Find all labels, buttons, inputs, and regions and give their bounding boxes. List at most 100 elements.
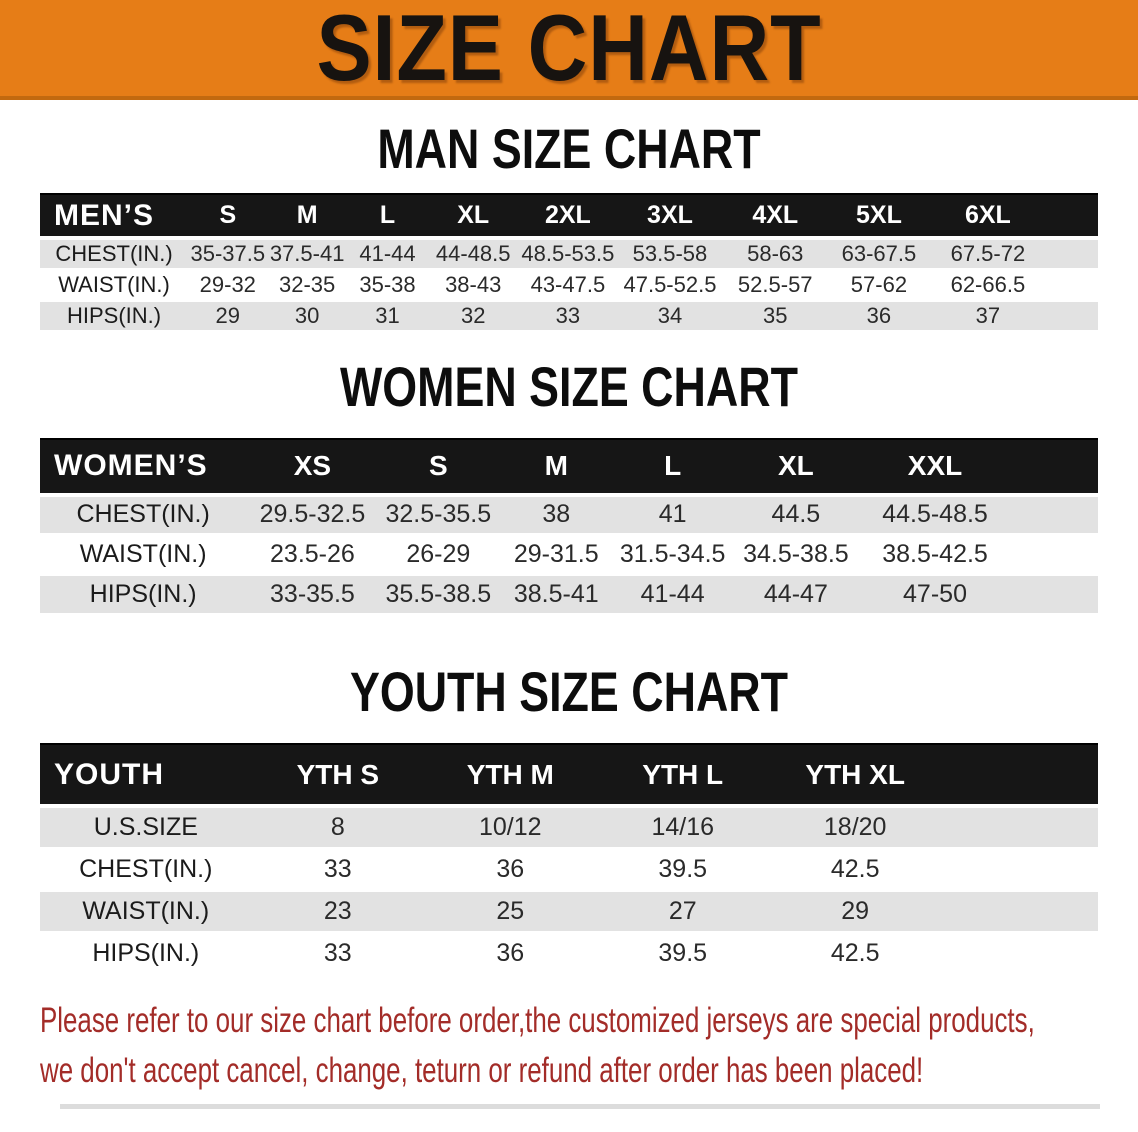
measurement-row: CHEST(IN.) 29.5-32.5 32.5-35.5 38 41 44.5 44.5… — [40, 494, 1098, 536]
table-header-row: YOUTH YTH S YTH M YTH L YTH XL — [40, 743, 1098, 808]
size-value-cell: 29.5-32.5 — [246, 494, 379, 536]
size-value-cell: 23 — [251, 890, 425, 934]
size-value-cell: 8 — [251, 806, 425, 850]
row-label: HIPS(IN.) — [40, 932, 252, 976]
table-title-cell: WOMEN’S — [40, 437, 247, 497]
measurement-row: CHEST(IN.) 35-37.5 37.5-41 41-44 44-48.5 48.5… — [40, 238, 1098, 271]
spacer-cell — [941, 848, 1098, 892]
size-value-cell: 25 — [424, 890, 597, 934]
size-column-header: 6XL — [929, 193, 1047, 240]
row-label: HIPS(IN.) — [40, 300, 189, 333]
table-header-row: WOMEN’S XS S M L XL XXL — [40, 437, 1098, 497]
size-value-cell: 36 — [828, 300, 930, 333]
size-column-header: 5XL — [828, 193, 930, 240]
size-column-header: XS — [246, 437, 379, 497]
youth-section-heading: YOUTH SIZE CHART — [349, 660, 789, 723]
spacer-cell — [941, 932, 1098, 976]
size-column-header: YTH M — [424, 743, 597, 808]
size-column-header: L — [614, 437, 731, 497]
size-value-cell: 48.5-53.5 — [518, 238, 618, 271]
size-value-cell: 47-50 — [860, 574, 1010, 616]
table-header-row: MEN’S S M L XL 2XL 3XL 4XL 5XL 6XL — [40, 193, 1098, 240]
size-value-cell: 30 — [267, 300, 347, 333]
size-value-cell: 43-47.5 — [518, 269, 618, 302]
spacer-cell — [1046, 238, 1098, 271]
size-value-cell: 42.5 — [768, 932, 942, 976]
size-value-cell: 29-31.5 — [498, 534, 615, 576]
size-value-cell: 41-44 — [346, 238, 429, 271]
size-value-cell: 26-29 — [378, 534, 499, 576]
size-value-cell: 67.5-72 — [929, 238, 1047, 271]
size-value-cell: 10/12 — [424, 806, 597, 850]
size-column-header: XL — [730, 437, 861, 497]
size-value-cell: 14/16 — [596, 806, 769, 850]
size-value-cell: 35-38 — [346, 269, 429, 302]
size-value-cell: 35-37.5 — [188, 238, 268, 271]
spacer-cell — [1046, 269, 1098, 302]
size-column-header: YTH XL — [768, 743, 942, 808]
spacer-cell — [1009, 437, 1098, 497]
size-column-header: 2XL — [518, 193, 618, 240]
size-value-cell: 38.5-42.5 — [860, 534, 1010, 576]
spacer-cell — [941, 890, 1098, 934]
size-value-cell: 41-44 — [614, 574, 731, 616]
measurement-row: HIPS(IN.) 33 36 39.5 42.5 — [40, 932, 1098, 976]
size-value-cell: 31 — [346, 300, 429, 333]
measurement-row: CHEST(IN.) 33 36 39.5 42.5 — [40, 848, 1098, 892]
spacer-cell — [1046, 193, 1098, 240]
size-column-header: S — [188, 193, 268, 240]
size-column-header: XXL — [860, 437, 1010, 497]
size-value-cell: 29 — [188, 300, 268, 333]
size-column-header: YTH S — [251, 743, 425, 808]
size-value-cell: 35.5-38.5 — [378, 574, 499, 616]
size-value-cell: 33 — [518, 300, 618, 333]
size-value-cell: 34 — [617, 300, 723, 333]
row-label: HIPS(IN.) — [40, 574, 247, 616]
size-column-header: YTH L — [596, 743, 769, 808]
row-label: WAIST(IN.) — [40, 269, 189, 302]
measurement-row: HIPS(IN.) 29 30 31 32 33 34 35 36 37 — [40, 300, 1098, 333]
size-value-cell: 27 — [596, 890, 769, 934]
size-column-header: 3XL — [617, 193, 723, 240]
size-value-cell: 42.5 — [768, 848, 942, 892]
size-value-cell: 41 — [614, 494, 731, 536]
size-value-cell: 38.5-41 — [498, 574, 615, 616]
measurement-row: U.S.SIZE 8 10/12 14/16 18/20 — [40, 806, 1098, 850]
size-value-cell: 31.5-34.5 — [614, 534, 731, 576]
size-value-cell: 58-63 — [722, 238, 829, 271]
size-value-cell: 33 — [251, 848, 425, 892]
size-value-cell: 33-35.5 — [246, 574, 379, 616]
table-title-cell: YOUTH — [40, 743, 252, 808]
size-value-cell: 37.5-41 — [267, 238, 347, 271]
men-section-heading: MAN SIZE CHART — [377, 117, 761, 180]
size-value-cell: 63-67.5 — [828, 238, 930, 271]
spacer-cell — [1009, 494, 1098, 536]
size-value-cell: 18/20 — [768, 806, 942, 850]
size-value-cell: 29-32 — [188, 269, 268, 302]
size-value-cell: 32.5-35.5 — [378, 494, 499, 536]
spacer-cell — [1009, 534, 1098, 576]
size-column-header: 4XL — [722, 193, 829, 240]
size-value-cell: 35 — [722, 300, 829, 333]
women-size-table: WOMEN’S XS S M L XL XXL CHEST(IN.) 29.5-32.5 32.5… — [40, 437, 1098, 616]
size-value-cell: 39.5 — [596, 932, 769, 976]
size-value-cell: 29 — [768, 890, 942, 934]
row-label: CHEST(IN.) — [40, 848, 252, 892]
size-value-cell: 38-43 — [428, 269, 519, 302]
size-chart-content: MAN SIZE CHART MEN’S S M L XL 2XL 3XL 4XL 5XL 6XL… — [0, 121, 1138, 1109]
row-label: CHEST(IN.) — [40, 494, 247, 536]
table-title-cell: MEN’S — [40, 193, 189, 240]
size-column-header: S — [378, 437, 499, 497]
men-size-table: MEN’S S M L XL 2XL 3XL 4XL 5XL 6XL CHEST(IN.) 35-37… — [40, 193, 1098, 333]
size-chart-banner: SIZE CHART — [0, 0, 1138, 100]
measurement-row: WAIST(IN.) 23.5-26 26-29 29-31.5 31.5-34.5 34… — [40, 534, 1098, 576]
measurement-row: HIPS(IN.) 33-35.5 35.5-38.5 38.5-41 41-44 44-… — [40, 574, 1098, 616]
row-label: CHEST(IN.) — [40, 238, 189, 271]
spacer-cell — [941, 743, 1098, 808]
size-column-header: L — [346, 193, 429, 240]
size-column-header: M — [267, 193, 347, 240]
size-value-cell: 52.5-57 — [722, 269, 829, 302]
size-value-cell: 44.5 — [730, 494, 861, 536]
size-value-cell: 32 — [428, 300, 519, 333]
size-value-cell: 44.5-48.5 — [860, 494, 1010, 536]
